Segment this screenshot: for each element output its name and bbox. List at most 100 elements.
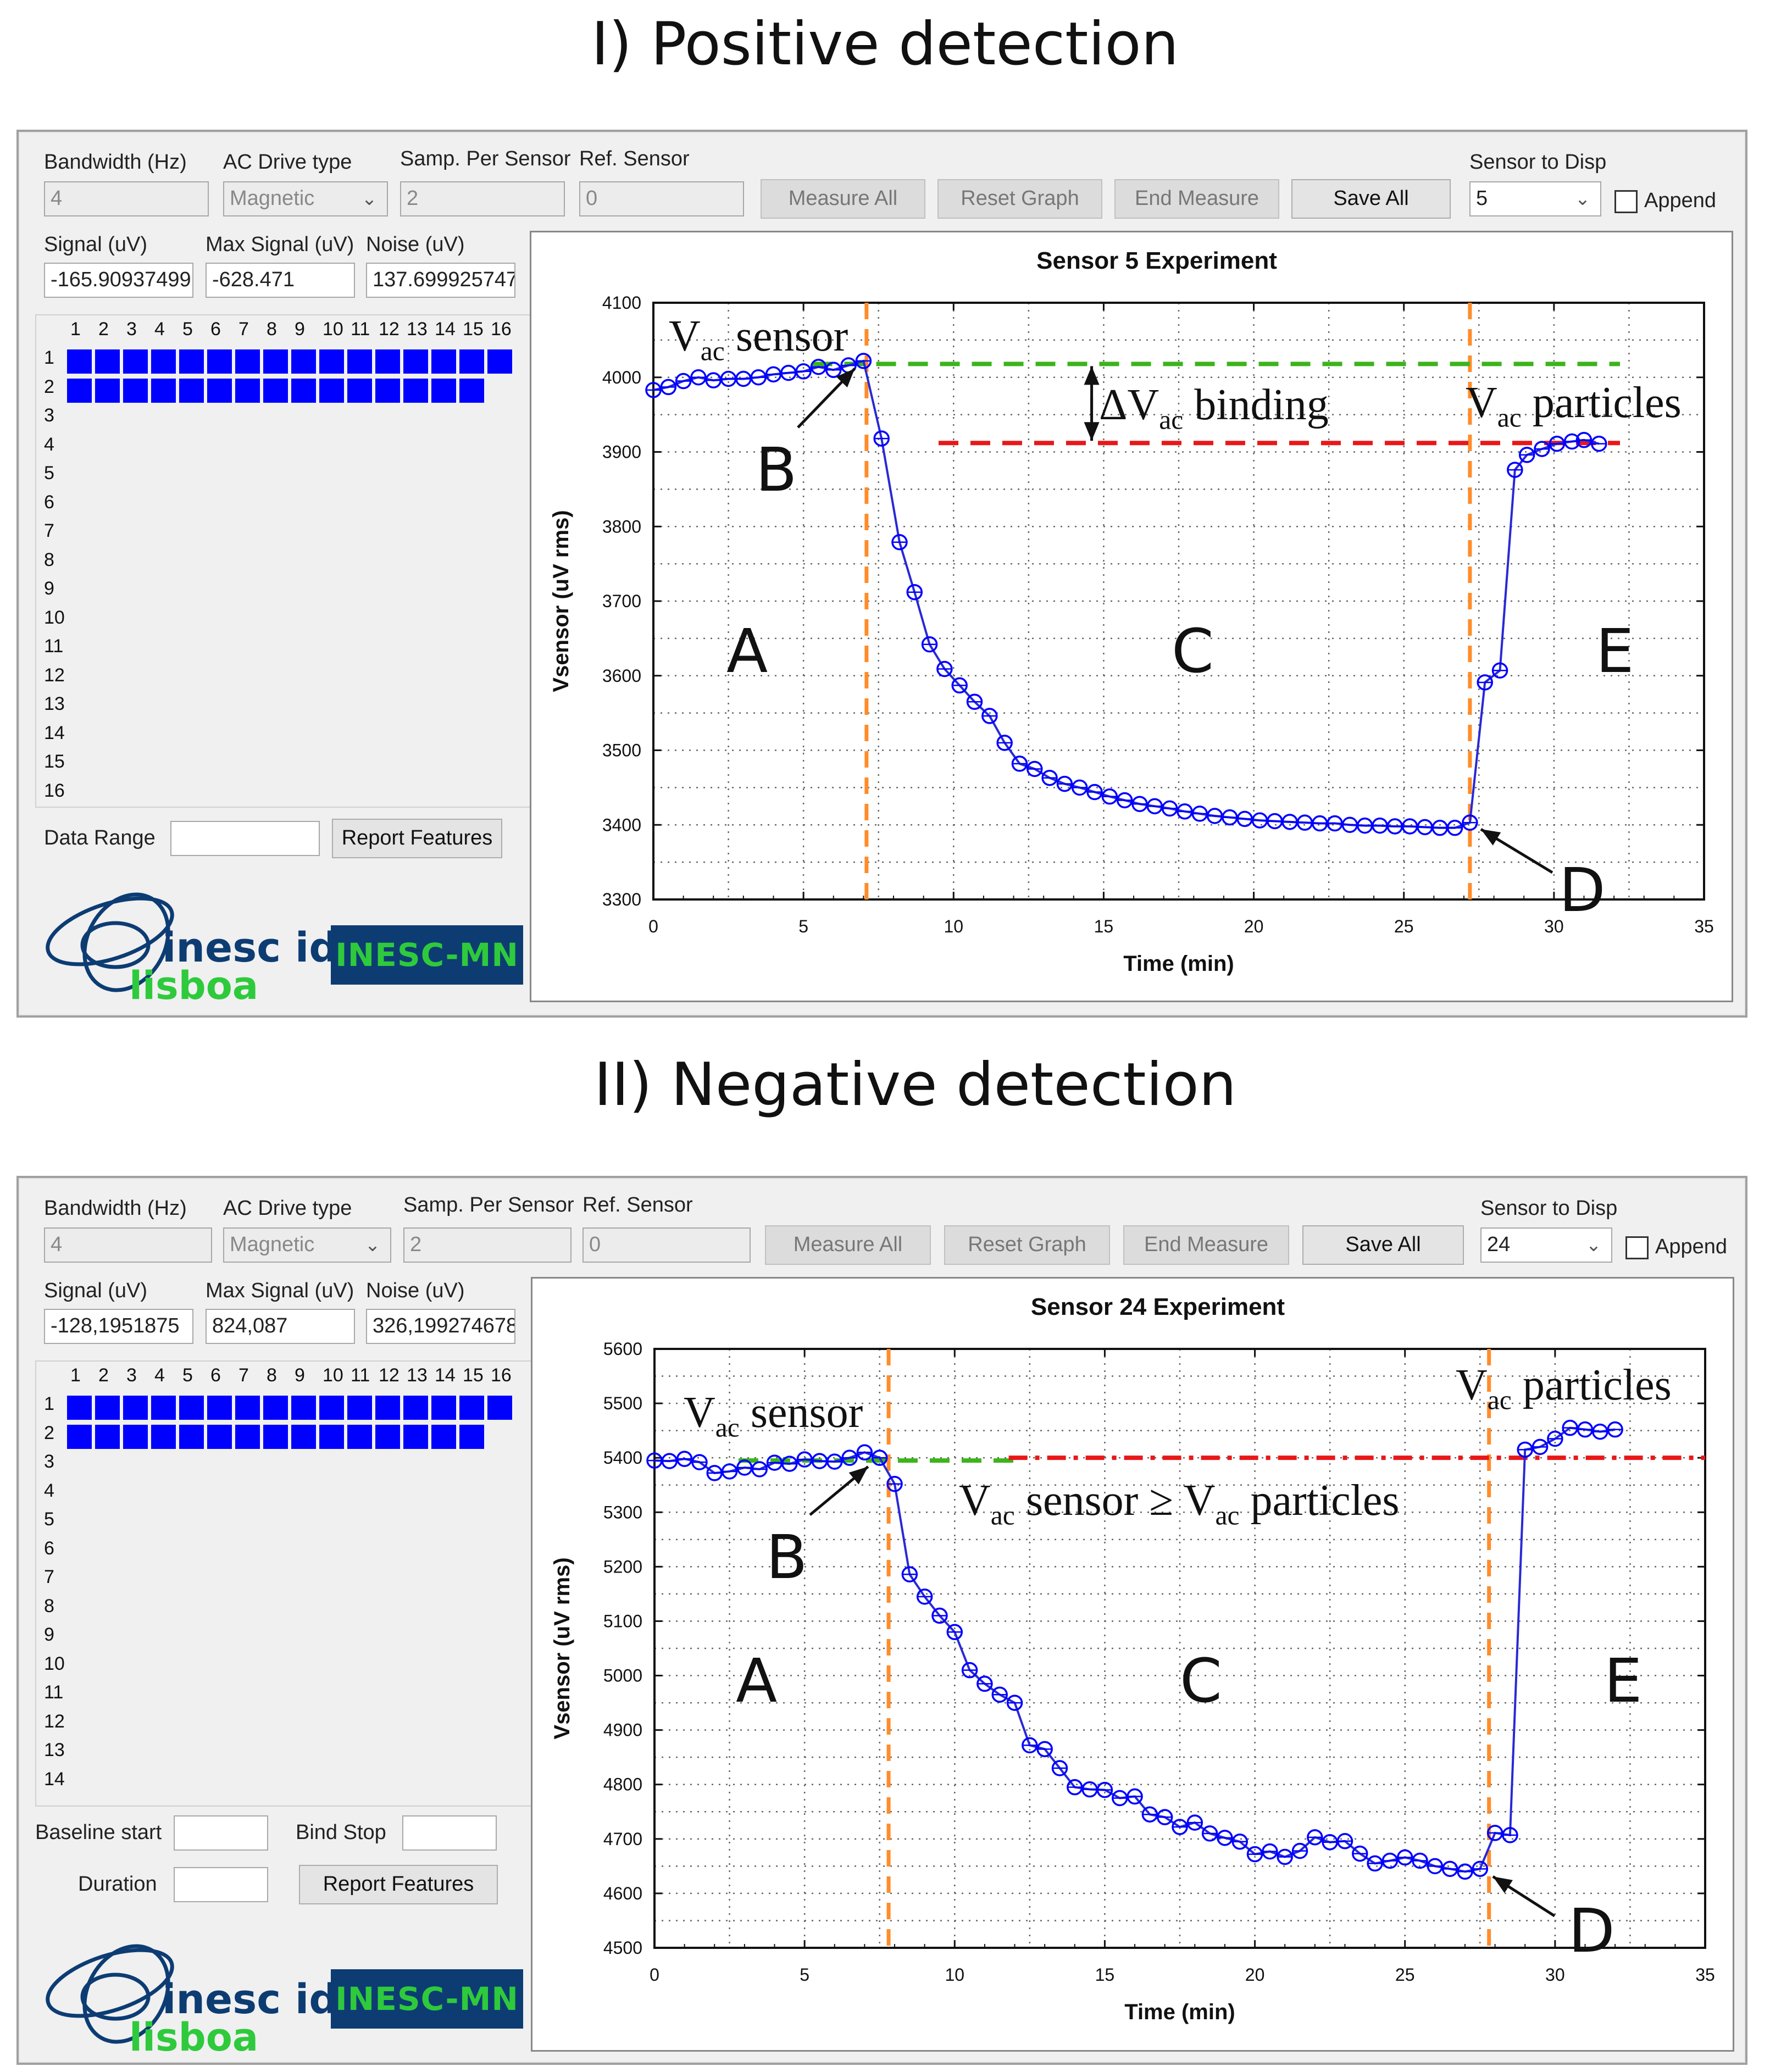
- sensor-cell[interactable]: [459, 349, 484, 374]
- sensor-cell[interactable]: [347, 378, 372, 403]
- sensor-cell[interactable]: [235, 1424, 260, 1449]
- bandwidth-field[interactable]: 4: [44, 181, 209, 216]
- sensor-cell[interactable]: [95, 378, 120, 403]
- sensor-cell[interactable]: [123, 378, 148, 403]
- sensor-to-disp-select[interactable]: 24 ⌄: [1480, 1227, 1612, 1263]
- x-tick-label: 0: [648, 916, 658, 936]
- sensor-cell[interactable]: [151, 378, 176, 403]
- ref-sensor-field[interactable]: 0: [582, 1227, 751, 1263]
- sensor-cell[interactable]: [179, 349, 204, 374]
- sensor-cell[interactable]: [291, 1396, 316, 1420]
- sensor-cell[interactable]: [459, 1396, 484, 1420]
- sensor-cell[interactable]: [403, 378, 428, 403]
- sensor-cell[interactable]: [347, 1424, 372, 1449]
- sensor-cell[interactable]: [459, 1424, 484, 1449]
- sensor-cell[interactable]: [179, 1424, 204, 1449]
- sensor-cell[interactable]: [123, 1396, 148, 1420]
- sensor-cell[interactable]: [263, 1424, 288, 1449]
- sensor-cell[interactable]: [123, 1424, 148, 1449]
- sensor-cell[interactable]: [347, 349, 372, 374]
- sensor-cell[interactable]: [207, 1396, 232, 1420]
- sensor-cell[interactable]: [403, 1396, 428, 1420]
- noise-field[interactable]: 137.699925747: [366, 263, 515, 298]
- samp-per-sensor-field[interactable]: 2: [403, 1227, 571, 1263]
- end-measure-button[interactable]: End Measure: [1114, 179, 1279, 219]
- sensor-cell[interactable]: [207, 349, 232, 374]
- measure-all-button[interactable]: Measure All: [761, 179, 925, 219]
- column-number: 1: [70, 319, 81, 340]
- reset-graph-button[interactable]: Reset Graph: [944, 1225, 1110, 1265]
- max-signal-field[interactable]: -628.471: [206, 263, 355, 298]
- sensor-cell[interactable]: [263, 349, 288, 374]
- reset-graph-button[interactable]: Reset Graph: [937, 179, 1102, 219]
- sensor-cell[interactable]: [319, 349, 344, 374]
- data-range-input[interactable]: [170, 821, 320, 856]
- sensor-cell[interactable]: [375, 349, 400, 374]
- sensor-cell[interactable]: [291, 378, 316, 403]
- sensor-cell[interactable]: [67, 378, 92, 403]
- sensor-cell[interactable]: [319, 1424, 344, 1449]
- sensor-cell[interactable]: [151, 1424, 176, 1449]
- sensor-cell[interactable]: [151, 349, 176, 374]
- sensor-cell[interactable]: [235, 1396, 260, 1420]
- end-measure-button[interactable]: End Measure: [1123, 1225, 1289, 1265]
- append-checkbox[interactable]: [1625, 1236, 1649, 1259]
- report-features-button[interactable]: Report Features: [299, 1865, 498, 1904]
- sensor-cell[interactable]: [95, 1396, 120, 1420]
- vac-sensor-label: Vac sensor: [669, 312, 848, 366]
- sensor-cell[interactable]: [403, 1424, 428, 1449]
- row-number: 12: [44, 1710, 65, 1732]
- sensor-cell[interactable]: [459, 378, 484, 403]
- sensor-cell[interactable]: [291, 349, 316, 374]
- save-all-button[interactable]: Save All: [1291, 179, 1451, 219]
- bandwidth-field[interactable]: 4: [44, 1227, 212, 1263]
- ac-drive-select[interactable]: Magnetic ⌄: [223, 181, 388, 216]
- sensor-cell[interactable]: [403, 349, 428, 374]
- sensor-cell[interactable]: [375, 1424, 400, 1449]
- report-features-button[interactable]: Report Features: [332, 819, 502, 858]
- append-checkbox[interactable]: [1614, 190, 1638, 213]
- sensor-cell[interactable]: [431, 1396, 456, 1420]
- bind-stop-input[interactable]: [402, 1815, 497, 1851]
- sensor-cell[interactable]: [151, 1396, 176, 1420]
- sensor-cell[interactable]: [179, 1396, 204, 1420]
- sensor-cell[interactable]: [95, 1424, 120, 1449]
- samp-per-sensor-field[interactable]: 2: [400, 181, 565, 216]
- sensor-cell[interactable]: [291, 1424, 316, 1449]
- sensor-cell[interactable]: [375, 1396, 400, 1420]
- ac-drive-select[interactable]: Magnetic ⌄: [223, 1227, 391, 1263]
- signal-field[interactable]: -128,1951875: [44, 1309, 193, 1344]
- noise-field[interactable]: 326,199274678: [366, 1309, 515, 1344]
- sensor-cell[interactable]: [179, 378, 204, 403]
- sensor-cell[interactable]: [67, 1424, 92, 1449]
- save-all-button[interactable]: Save All: [1302, 1225, 1464, 1265]
- sensor-cell[interactable]: [487, 349, 512, 374]
- measure-all-button[interactable]: Measure All: [765, 1225, 931, 1265]
- sensor-cell[interactable]: [67, 349, 92, 374]
- sensor-to-disp-select[interactable]: 5 ⌄: [1469, 181, 1601, 216]
- chevron-down-icon: ⌄: [364, 1235, 381, 1256]
- sensor-cell[interactable]: [431, 1424, 456, 1449]
- ref-sensor-field[interactable]: 0: [579, 181, 744, 216]
- sensor-cell[interactable]: [319, 378, 344, 403]
- sensor-cell[interactable]: [431, 378, 456, 403]
- sensor-cell[interactable]: [207, 1424, 232, 1449]
- duration-input[interactable]: [174, 1867, 268, 1902]
- sensor-cell[interactable]: [207, 378, 232, 403]
- sensor-cell[interactable]: [235, 349, 260, 374]
- sensor-cell[interactable]: [263, 378, 288, 403]
- sensor-cell[interactable]: [431, 349, 456, 374]
- sensor-cell[interactable]: [319, 1396, 344, 1420]
- sensor-cell[interactable]: [95, 349, 120, 374]
- sensor-cell[interactable]: [375, 378, 400, 403]
- signal-field[interactable]: -165.90937499: [44, 263, 193, 298]
- sensor-cell[interactable]: [487, 1396, 512, 1420]
- inesc-id-logo: inesc id lisboa: [46, 892, 338, 1006]
- max-signal-field[interactable]: 824,087: [206, 1309, 355, 1344]
- sensor-cell[interactable]: [123, 349, 148, 374]
- baseline-start-input[interactable]: [174, 1815, 268, 1851]
- sensor-cell[interactable]: [263, 1396, 288, 1420]
- sensor-cell[interactable]: [347, 1396, 372, 1420]
- sensor-cell[interactable]: [67, 1396, 92, 1420]
- sensor-cell[interactable]: [235, 378, 260, 403]
